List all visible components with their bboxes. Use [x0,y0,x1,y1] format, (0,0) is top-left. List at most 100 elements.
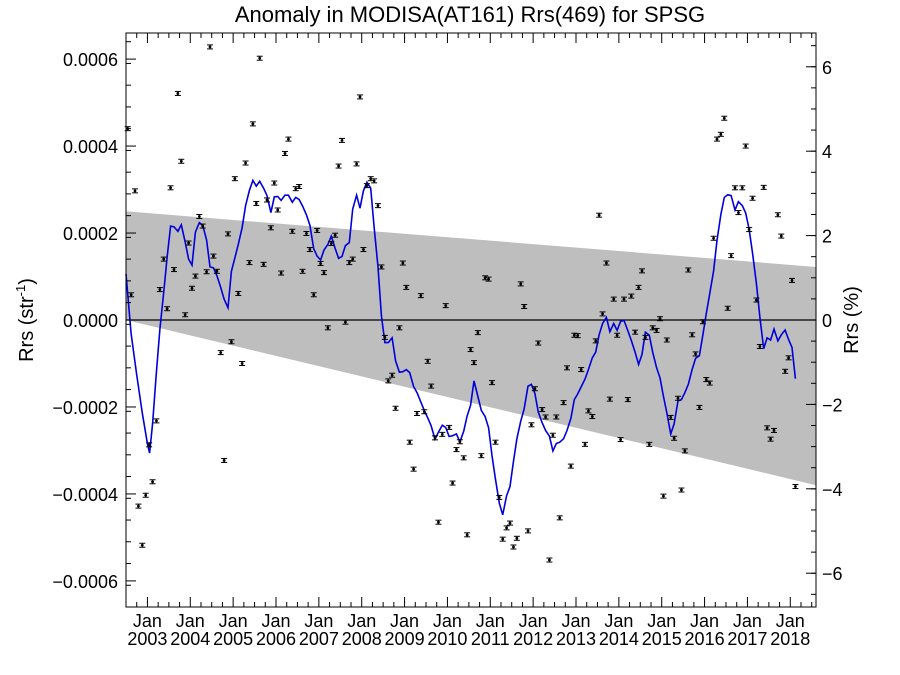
data-point [417,293,424,299]
data-point [742,143,749,149]
y-axis-label-left-close: ) [16,278,38,285]
data-point [375,203,381,209]
point-marker [548,558,551,562]
point-marker [165,307,169,311]
point-marker [683,449,687,453]
point-marker [676,396,680,400]
point-marker [426,359,430,363]
point-marker [787,356,790,360]
data-point [753,297,760,303]
point-marker [551,433,555,437]
data-point [321,270,327,276]
point-marker [269,226,273,230]
y-tick-label-right: 0 [822,311,832,331]
y-tick-label-right: −6 [822,564,843,584]
y-tick-label-right: 6 [822,58,832,78]
data-point [139,542,146,548]
data-point [167,185,174,191]
data-point [310,292,317,298]
data-point [542,414,549,420]
point-marker [758,345,762,348]
data-point [539,407,546,413]
data-point [260,261,267,267]
point-marker [322,271,326,275]
data-point [449,480,456,486]
point-marker [698,406,701,409]
point-marker [640,269,644,273]
data-point [525,528,531,534]
data-point [785,355,792,361]
point-marker [637,285,640,289]
point-marker [647,442,651,446]
point-marker [622,297,626,301]
data-point [678,487,685,493]
data-point [513,535,520,541]
point-marker [554,415,558,419]
y-tick-label-right: −4 [822,480,843,500]
data-point [360,247,367,253]
point-marker [344,320,347,324]
x-tick-year-label: 2009 [385,629,425,649]
point-marker [472,361,476,365]
point-marker [437,520,440,524]
point-marker [319,262,322,265]
data-point [792,484,799,490]
y-axis-label-left-text: Rrs (str [16,296,38,362]
data-point [564,365,570,371]
data-point [553,414,560,420]
data-point [453,447,460,453]
point-marker [690,333,694,337]
point-marker [658,317,662,321]
point-marker [169,186,172,190]
y-tick-label-left: −0.0004 [52,485,118,505]
point-marker [726,306,730,310]
point-marker [380,265,383,269]
data-point [732,185,738,191]
data-point [560,400,567,406]
data-point [171,267,177,273]
point-marker [733,186,737,190]
point-marker [708,381,712,385]
point-marker [644,335,647,339]
point-marker [590,415,594,418]
data-point [660,493,667,499]
point-marker [655,329,658,332]
point-marker [783,369,787,373]
point-marker [669,416,673,419]
point-marker [615,333,619,337]
data-point [760,184,767,190]
data-point [756,344,763,350]
data-point [749,195,756,201]
point-marker [744,144,748,148]
point-marker [230,340,233,344]
point-marker [283,152,287,155]
point-marker [144,493,148,497]
point-marker [522,305,526,308]
point-marker [340,139,344,142]
point-marker [747,228,751,231]
data-point [556,515,563,521]
x-tick-month-label: Jan [647,611,676,631]
x-tick-month-label: Jan [433,611,462,631]
x-tick-year-label: 2010 [427,629,467,649]
data-point [778,233,785,239]
point-marker [462,456,466,460]
point-marker [533,387,537,391]
point-marker [479,454,483,458]
data-point [317,260,324,266]
point-marker [579,368,583,371]
x-tick-month-label: Jan [176,611,205,631]
point-marker [415,412,419,415]
point-marker [337,164,340,168]
point-marker [686,268,690,272]
point-marker [576,334,580,338]
point-marker [779,234,783,238]
scatter-points-layer [124,44,799,563]
data-point [460,455,467,461]
point-marker [447,426,451,429]
data-point [363,183,370,189]
point-marker [155,419,158,423]
data-point [774,212,781,218]
point-marker [536,341,540,345]
x-tick-year-label: 2004 [170,629,210,649]
